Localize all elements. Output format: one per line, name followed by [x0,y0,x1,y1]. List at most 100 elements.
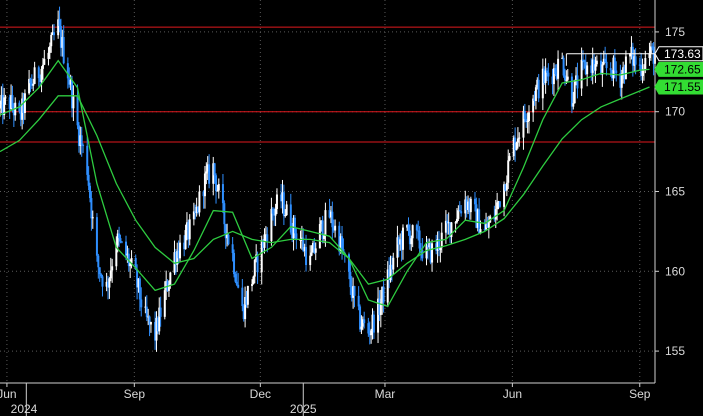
candle-down [590,65,593,73]
candle-up [573,79,576,104]
candle-up [444,220,447,233]
candle-down [619,73,622,88]
candle-down [359,306,362,330]
candle-up [255,254,258,260]
candle-down [368,333,371,336]
candle-up [206,164,209,172]
candle-up [205,171,208,174]
candle-down [187,222,190,240]
candle-up [377,298,380,333]
candle-up [352,286,355,298]
ma-fast-flag-label: 172.65 [664,62,701,76]
candle-up [339,236,342,252]
candle-up [324,210,327,236]
candle-up [179,242,182,259]
candle-down [156,317,159,332]
candle-down [523,110,526,119]
candle-up [251,284,254,286]
candle-up [203,173,206,197]
ma-slow-flag-label: 171.55 [664,80,701,94]
candle-down [408,230,411,245]
candle-up [479,229,482,234]
candle-up [147,316,150,318]
last-price-flag-box [654,46,703,62]
candle-down [237,284,240,288]
candle-down [86,145,89,175]
y-tick-label: 160 [665,264,685,278]
candle-up [552,68,555,85]
candle-up [47,52,50,59]
candle-down [338,225,341,252]
candle-up [649,46,652,54]
candle-up [410,238,413,245]
candle-up [360,326,363,330]
candle-down [289,204,292,233]
candle-down [446,220,449,224]
candle-down [382,286,385,303]
candle-up [379,302,382,315]
candle-up [541,68,544,99]
candle-down [89,185,92,199]
candle-up [158,307,161,332]
candle-down [651,46,654,48]
candle-up [57,19,60,36]
candle-down [29,78,32,84]
candle-down [302,237,305,251]
candle-down [437,239,440,251]
candle-down [478,209,481,234]
candle-up [129,263,132,267]
candle-up [371,314,374,331]
candle-down [66,63,69,79]
candle-up [526,121,529,123]
axes: 155 160 165 170 175 Jun Sep Dec Mar Jun Sep 2024 202… [0,0,685,416]
candle-down [652,46,655,64]
candle-up [43,58,46,65]
candle-up [188,219,191,240]
candle-up [624,56,627,80]
candle-down [357,295,360,307]
candle-up [167,284,170,291]
candle-up [28,78,31,94]
candle-up [144,306,147,308]
candle-down [68,78,71,85]
candle-down [71,79,74,109]
candle-down [493,216,496,220]
candle-down [154,322,157,341]
candle-up [311,242,314,253]
candle-down [107,281,110,288]
candle-down [39,78,42,82]
candle-down [583,60,586,63]
candle-up [602,58,605,65]
candle-up [411,225,414,239]
candle-up [396,237,399,258]
ma-fast-flag: 172.65 [654,61,703,77]
ma-slow-flag-box [654,79,703,95]
candle-down [245,297,248,305]
candle-down [30,83,33,86]
candle-up [260,240,263,273]
candle-up [522,110,525,138]
candle-up [455,218,458,223]
candle-down [87,174,90,186]
candles [0,6,656,352]
candle-down [134,258,137,270]
candle-down [242,305,245,320]
candle-up [595,60,598,65]
candle-down [468,201,471,213]
candle-up [518,137,521,139]
candle-up [594,64,597,71]
candle-up [496,202,499,210]
candle-down [465,199,468,211]
candle-down [543,68,546,84]
candle-up [130,258,133,264]
candle-down [183,242,186,250]
candle-up [109,270,112,279]
candle-down [483,229,486,231]
candle-down [514,137,517,151]
candle-down [417,230,420,232]
candle-down [221,184,224,204]
ma-fast-flag-box [654,61,703,77]
candle-down [223,203,226,225]
ma-slow-flag: 171.55 [654,79,703,95]
